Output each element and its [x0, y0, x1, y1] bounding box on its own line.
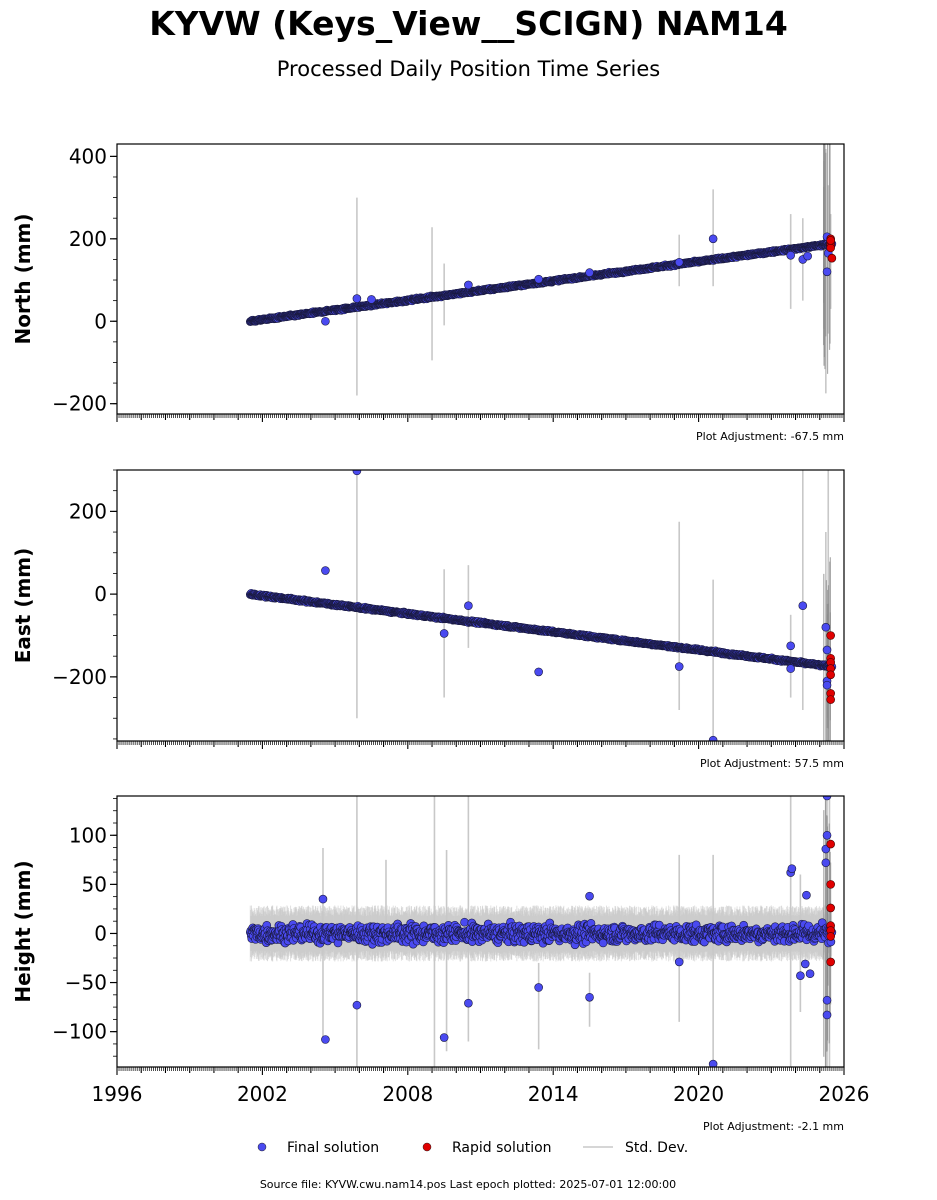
y-tick-label: 400 [69, 144, 107, 168]
final-point [534, 274, 543, 284]
chart-subtitle: Processed Daily Position Time Series [0, 57, 937, 81]
final-point [585, 268, 594, 277]
final-point [822, 267, 832, 277]
rapid-point [826, 236, 835, 245]
rapid-point [826, 243, 835, 253]
final-point [367, 295, 376, 304]
final-point [803, 251, 812, 261]
stddev-bars [249, 470, 833, 741]
chart-title: KYVW (Keys_View__SCIGN) NAM14 [0, 4, 937, 43]
rapid-solution-series [826, 234, 837, 263]
plot-area-east [245, 470, 837, 741]
plot-area-north [245, 144, 837, 396]
rapid-point [827, 253, 837, 263]
final-point [321, 316, 330, 326]
final-point [674, 258, 684, 267]
plot-frame [116, 143, 845, 415]
y-axis-north: −200 0 200 400 [52, 144, 117, 416]
plot-adjustment-north: Plot Adjustment: -67.5 mm [696, 430, 844, 443]
final-point [708, 234, 718, 244]
y-tick-label: 0 [94, 309, 107, 333]
x-axis-north [116, 414, 845, 422]
y-tick-label: 200 [69, 227, 107, 251]
y-axis-label-north: North (mm) [11, 213, 35, 344]
panel-north: −200 0 200 400 North (mm) Plot Adjustment: -6… [11, 143, 845, 443]
y-tick-label: −200 [52, 392, 107, 416]
final-point [464, 280, 473, 290]
final-point [352, 294, 362, 303]
final-solution-series [245, 232, 837, 326]
final-point [786, 250, 795, 260]
